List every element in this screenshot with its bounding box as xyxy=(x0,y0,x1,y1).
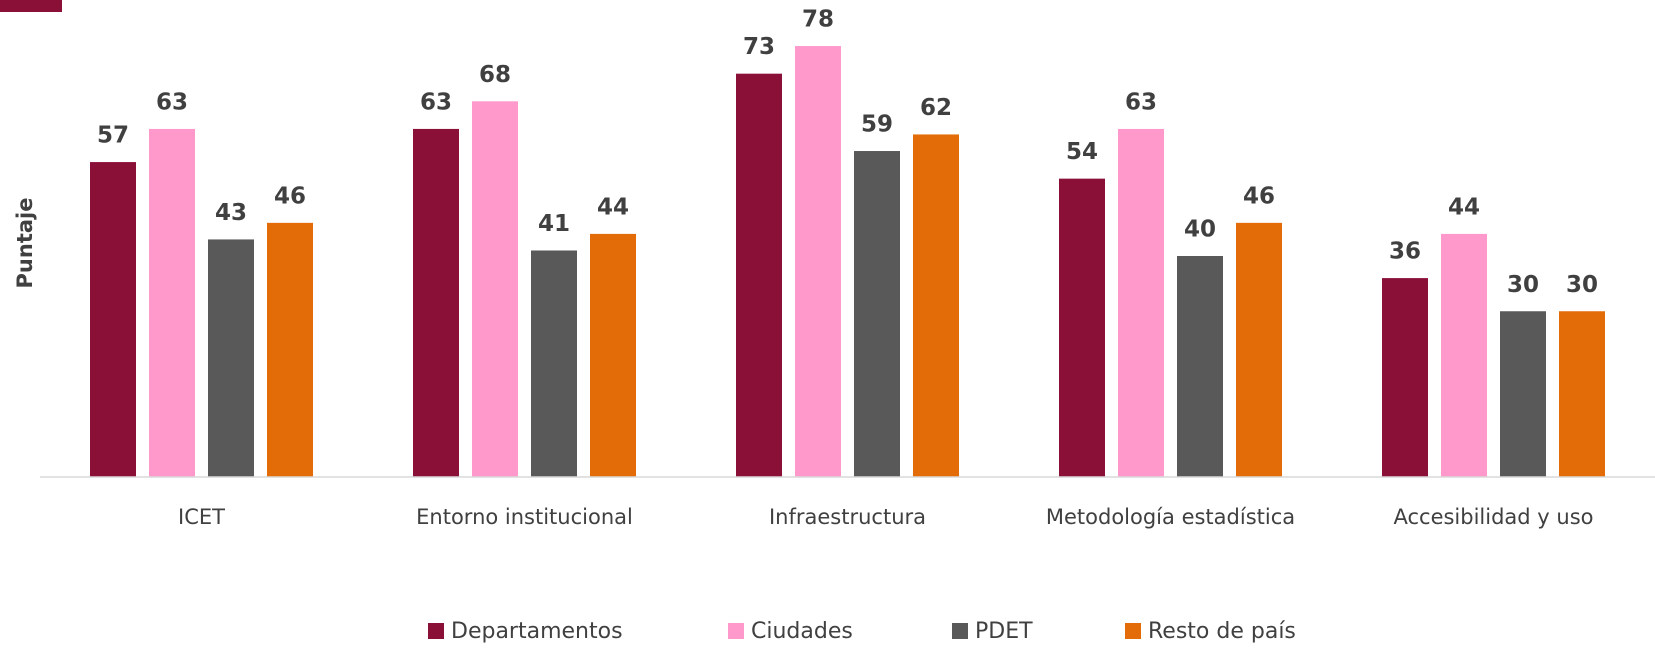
bar xyxy=(413,128,459,478)
data-label: 73 xyxy=(743,34,775,60)
data-label: 63 xyxy=(420,89,452,115)
data-label: 63 xyxy=(156,89,188,115)
data-label: 36 xyxy=(1389,239,1421,265)
bar xyxy=(1559,311,1605,477)
bar xyxy=(1059,178,1105,477)
x-tick-label: Entorno institucional xyxy=(416,505,633,529)
data-label: 62 xyxy=(920,95,952,121)
corner-decoration xyxy=(0,0,62,12)
legend-label: PDET xyxy=(975,619,1033,644)
legend-swatch xyxy=(428,623,444,639)
legend-label: Resto de país xyxy=(1148,619,1296,644)
bar xyxy=(90,162,136,477)
bar xyxy=(795,46,841,478)
data-label: 54 xyxy=(1066,139,1098,165)
bar xyxy=(1441,233,1487,477)
bar xyxy=(854,151,900,477)
data-label: 40 xyxy=(1184,217,1216,243)
legend-swatch xyxy=(952,623,968,639)
bar xyxy=(1177,256,1223,477)
data-label: 30 xyxy=(1566,272,1598,298)
legend-swatch xyxy=(1125,623,1141,639)
x-tick-label: ICET xyxy=(178,505,225,529)
bar xyxy=(531,250,577,477)
x-tick-label: Accesibilidad y uso xyxy=(1393,505,1593,529)
bar xyxy=(736,73,782,478)
data-label: 68 xyxy=(479,62,511,88)
data-label: 46 xyxy=(1243,183,1275,209)
data-label: 46 xyxy=(274,183,306,209)
x-tick-label: Infraestructura xyxy=(769,505,926,529)
legend-swatch xyxy=(728,623,744,639)
bar xyxy=(208,239,254,477)
data-label: 44 xyxy=(1448,194,1480,220)
data-label: 57 xyxy=(97,123,129,149)
data-label: 30 xyxy=(1507,272,1539,298)
data-label: 41 xyxy=(538,211,570,237)
x-tick-label: Metodología estadística xyxy=(1046,505,1295,529)
legend-label: Ciudades xyxy=(751,619,853,644)
bar xyxy=(149,128,195,478)
data-label: 59 xyxy=(861,112,893,138)
data-label: 63 xyxy=(1125,89,1157,115)
data-label: 44 xyxy=(597,194,629,220)
y-axis-label: Puntaje xyxy=(13,198,37,289)
bar xyxy=(913,134,959,477)
bar xyxy=(472,101,518,478)
bar xyxy=(590,233,636,477)
bar xyxy=(1500,311,1546,477)
data-label: 43 xyxy=(215,200,247,226)
bar xyxy=(267,222,313,477)
bar xyxy=(1118,128,1164,478)
data-label: 78 xyxy=(802,7,834,33)
bar xyxy=(1236,222,1282,477)
bar xyxy=(1382,278,1428,477)
legend-label: Departamentos xyxy=(451,619,623,644)
